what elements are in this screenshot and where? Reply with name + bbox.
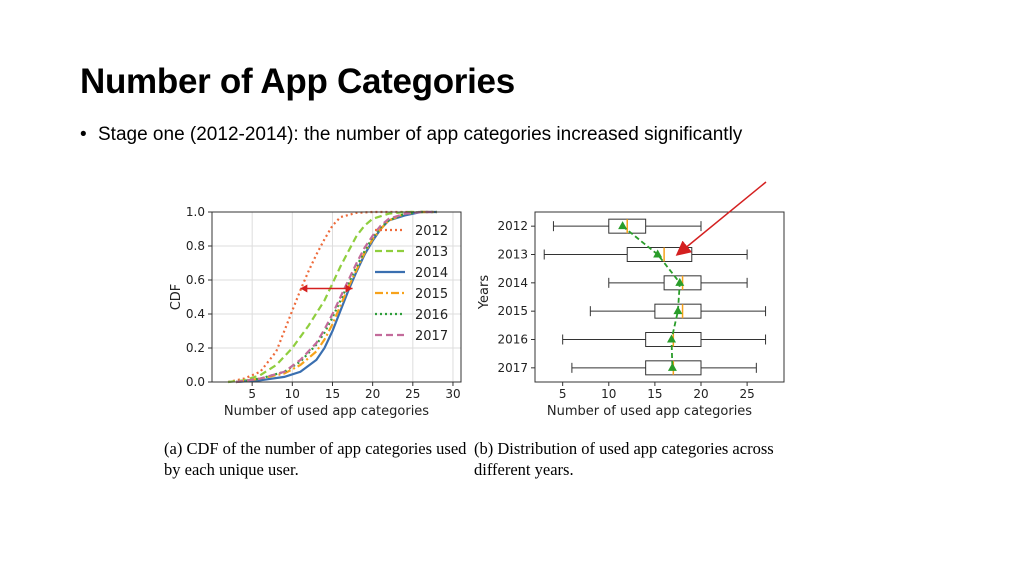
x-tick-label: 10 [601, 387, 616, 401]
y-tick-label: 0.2 [186, 341, 205, 355]
x-tick-label: 5 [248, 387, 256, 401]
cdf-line-2016 [235, 210, 437, 384]
legend-label-2013: 2013 [415, 245, 448, 260]
double-arrow-right-head [345, 284, 353, 293]
y-tick-label-2016: 2016 [497, 333, 528, 347]
y-tick-label: 1.0 [186, 205, 205, 219]
plot-frame [534, 211, 785, 383]
y-tick-label: 0.0 [186, 375, 205, 389]
mean-marker-2015 [673, 306, 683, 315]
y-tick-label-2012: 2012 [497, 219, 528, 233]
mean-marker-2016 [666, 334, 676, 343]
x-tick-label: 30 [445, 387, 460, 401]
bullet-marker: • [80, 124, 87, 145]
cdf-line-2017 [235, 210, 437, 384]
mean-marker-2012 [618, 221, 628, 230]
x-tick-label: 20 [365, 387, 380, 401]
x-tick-label: 15 [647, 387, 662, 401]
mean-marker-2013 [653, 249, 663, 258]
y-tick-label: 0.4 [186, 307, 205, 321]
x-axis-label: Number of used app categories [547, 404, 752, 419]
mean-marker-2017 [667, 362, 677, 371]
y-tick-label-2015: 2015 [497, 304, 528, 318]
x-tick-label: 20 [693, 387, 708, 401]
y-tick-label-2017: 2017 [497, 361, 528, 375]
plot-frame [211, 211, 462, 383]
x-tick-label: 25 [739, 387, 754, 401]
bullet-item: • Stage one (2012-2014): the number of ap… [80, 124, 742, 146]
x-tick-label: 25 [405, 387, 420, 401]
y-axis-label: Years [477, 275, 492, 311]
legend-label-2014: 2014 [415, 266, 448, 281]
y-tick-label: 0.6 [186, 273, 205, 287]
boxplot-chart: 2012 2013 2014 2015 2016 2017 5 10 15 20 25 Number … [477, 211, 785, 419]
cdf-chart: 5 10 15 20 25 30 0.0 0.2 0.4 0.6 0.8 1.0 Number of u… [169, 205, 462, 419]
legend-label-2012: 2012 [415, 224, 448, 239]
double-arrow-left-head [300, 284, 308, 293]
cdf-line-2014 [236, 210, 437, 384]
y-tick-label: 0.8 [186, 239, 205, 253]
caption-a: (a) CDF of the number of app categories … [164, 439, 467, 479]
y-axis-label: CDF [169, 284, 184, 311]
bullet-text: Stage one (2012-2014): the number of app… [98, 124, 743, 145]
mean-marker-2014 [675, 277, 685, 286]
legend-label-2017: 2017 [415, 329, 448, 344]
cdf-line-2015 [235, 210, 437, 384]
x-tick-label: 5 [559, 387, 567, 401]
legend-label-2016: 2016 [415, 308, 448, 323]
x-axis-label: Number of used app categories [224, 404, 429, 419]
slide-title: Number of App Categories [80, 62, 515, 101]
legend-label-2015: 2015 [415, 287, 448, 302]
x-tick-label: 10 [285, 387, 300, 401]
box-2015 [654, 303, 702, 319]
caption-b: (b) Distribution of used app categories … [474, 439, 774, 479]
y-tick-label-2014: 2014 [497, 276, 528, 290]
y-tick-label-2013: 2013 [497, 248, 528, 262]
cdf-line-2012 [227, 210, 413, 384]
cdf-line-2013 [227, 210, 429, 384]
x-tick-label: 15 [325, 387, 340, 401]
